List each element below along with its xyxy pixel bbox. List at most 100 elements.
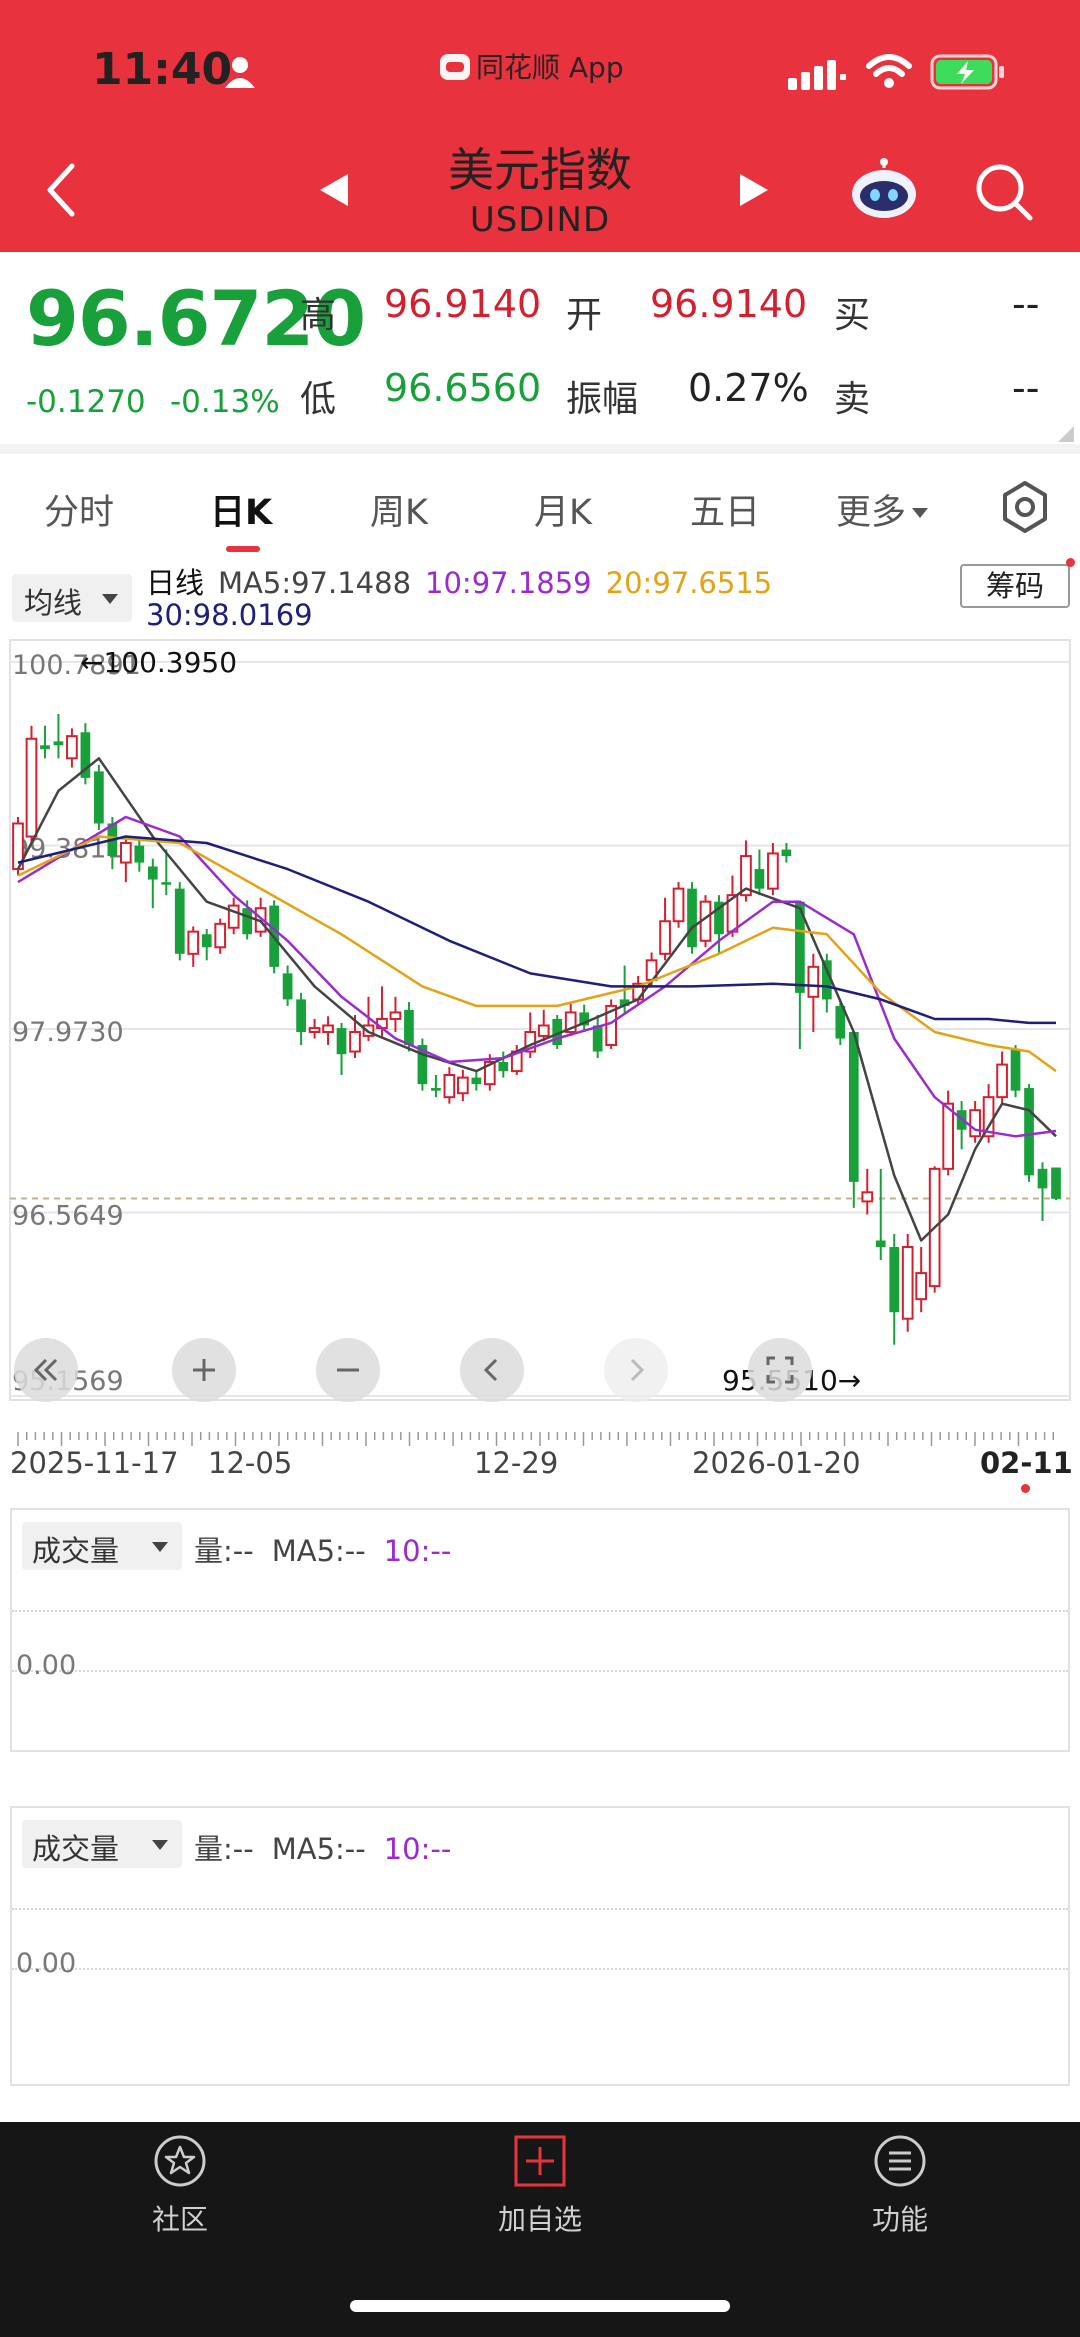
nav-add-watchlist[interactable]: 加自选	[440, 2132, 640, 2238]
tab-daily-k[interactable]: 日K	[210, 493, 273, 533]
price-change: -0.1270	[26, 384, 146, 420]
tab-five-day[interactable]: 五日	[690, 493, 761, 533]
zoom-in-button[interactable]	[172, 1338, 236, 1402]
battery-charging-icon	[930, 54, 1004, 90]
open-value: 96.9140	[650, 282, 808, 326]
candle-up	[227, 904, 240, 929]
candle-up	[119, 842, 132, 864]
candle-down	[579, 1012, 590, 1026]
ma-line-ma30	[17, 835, 1056, 1025]
candlestick-chart[interactable]: 100.789199.381197.973096.564995.1569←100…	[9, 639, 1071, 1446]
candle-down	[80, 732, 91, 778]
scroll-right-button[interactable]	[604, 1338, 668, 1402]
rewind-button[interactable]	[14, 1338, 78, 1402]
gridline	[12, 1968, 1068, 1970]
candle-down	[1024, 1088, 1034, 1176]
candle-down	[1037, 1168, 1048, 1189]
ma10-value: 10:97.1859	[425, 566, 592, 600]
home-indicator	[350, 2300, 730, 2312]
candle-up	[25, 737, 38, 838]
settings-icon[interactable]	[998, 480, 1052, 534]
candle-up	[915, 1272, 928, 1301]
candle-up	[66, 735, 78, 760]
candle-down	[296, 999, 306, 1032]
next-icon[interactable]	[736, 170, 772, 210]
price-change-pct: -0.13%	[170, 384, 280, 420]
sell-value: --	[1012, 366, 1040, 410]
candle-up	[349, 1030, 361, 1053]
candle-up	[443, 1074, 456, 1099]
menu-icon	[874, 2135, 926, 2187]
candle-down	[242, 908, 253, 935]
x-label: 02-11	[980, 1446, 1073, 1480]
search-icon[interactable]	[972, 160, 1034, 222]
candle-down	[282, 973, 293, 1000]
chart-frame	[9, 639, 1071, 1401]
candle-down	[134, 845, 145, 863]
candle-up	[483, 1060, 496, 1086]
candle-up	[996, 1063, 1008, 1099]
robot-icon[interactable]	[848, 158, 920, 220]
volume-legend: 量:-- MA5:-- 10:--	[194, 1832, 452, 1866]
candle-down	[781, 849, 792, 857]
tab-weekly-k[interactable]: 周K	[370, 493, 428, 533]
ma20-value: 20:97.6515	[605, 566, 773, 600]
candle-down	[687, 888, 697, 948]
candle-up	[187, 930, 200, 955]
candle-up	[672, 887, 685, 923]
amplitude-label: 振幅	[566, 379, 639, 420]
candle-down	[714, 901, 724, 935]
candle-down	[1010, 1048, 1021, 1091]
candle-down	[471, 1077, 482, 1085]
x-label: 12-05	[208, 1446, 293, 1480]
last-price: 96.6720	[26, 274, 366, 363]
add-watchlist-icon	[514, 2135, 566, 2187]
volume-indicator-select[interactable]: 成交量	[22, 1820, 182, 1868]
zoom-in-icon	[193, 1359, 215, 1381]
tab-monthly-k[interactable]: 月K	[534, 493, 592, 533]
signal-icon	[788, 60, 846, 90]
candle-down	[835, 1005, 846, 1039]
back-icon[interactable]	[40, 160, 84, 220]
candle-down	[498, 1061, 509, 1072]
chevron-down-icon	[102, 594, 118, 604]
tab-more[interactable]: 更多	[836, 484, 929, 535]
candle-down	[875, 1240, 886, 1248]
scroll-left-button[interactable]	[460, 1338, 524, 1402]
candle-down	[848, 1031, 859, 1182]
chip-distribution-button[interactable]: 筹码	[960, 564, 1070, 608]
max-price-marker: ←100.3950	[80, 646, 237, 679]
chevron-down-icon	[912, 508, 929, 518]
candle-up	[457, 1076, 469, 1095]
volume-indicator-select[interactable]: 成交量	[22, 1522, 182, 1570]
indicator-select[interactable]: 均线	[12, 574, 132, 622]
candle-up	[308, 1027, 321, 1033]
low-label: 低	[300, 379, 337, 420]
buy-value: --	[1012, 282, 1040, 326]
nav-functions[interactable]: 功能	[800, 2132, 1000, 2238]
candle-down	[161, 882, 172, 885]
fullscreen-button[interactable]	[748, 1338, 812, 1402]
app-logo-icon	[440, 54, 470, 80]
open-label: 开	[566, 295, 603, 336]
candle-up	[389, 1011, 402, 1020]
y-axis-label: 100.7891	[12, 650, 141, 681]
quote-panel	[0, 252, 1080, 448]
candle-down	[1051, 1167, 1061, 1199]
zoom-out-button[interactable]	[316, 1338, 380, 1402]
candle-down	[53, 741, 64, 746]
nav-community[interactable]: 社区	[80, 2132, 280, 2238]
candle-up	[564, 1011, 577, 1033]
chevron-down-icon	[152, 1840, 168, 1850]
expand-corner-icon[interactable]	[1058, 426, 1074, 442]
prev-icon[interactable]	[316, 170, 352, 210]
y-axis-label: 96.5649	[12, 1201, 124, 1232]
candle-up	[942, 1102, 955, 1170]
high-label: 高	[300, 295, 337, 336]
tab-intraday[interactable]: 分时	[44, 493, 115, 533]
volume-zero-label: 0.00	[16, 1650, 77, 1681]
low-value: 96.6560	[384, 366, 542, 410]
volume-panel: 成交量 量:-- MA5:-- 10:-- 0.00	[10, 1806, 1070, 2086]
candle-up	[214, 922, 227, 949]
candle-down	[821, 960, 832, 1000]
